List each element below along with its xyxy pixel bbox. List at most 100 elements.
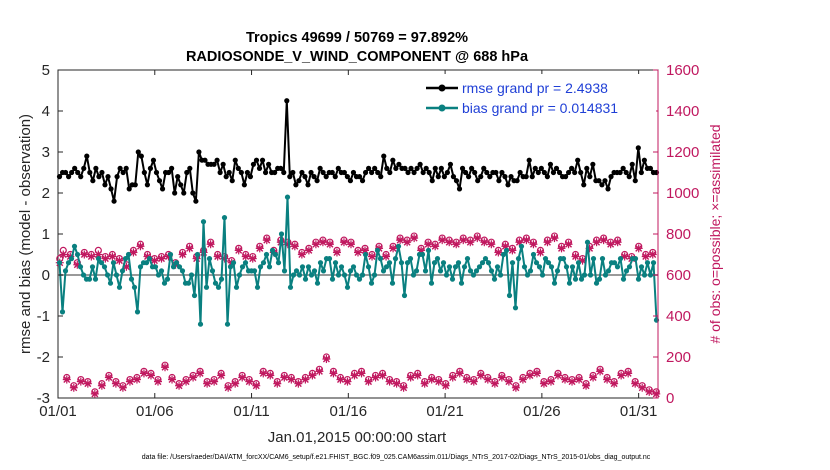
bias-point	[125, 251, 132, 258]
legend: rmse grand pr = 2.4938 bias grand pr = 0…	[420, 74, 656, 120]
bias-point	[227, 264, 234, 270]
bias-point	[260, 260, 267, 266]
rmse-point	[311, 174, 317, 180]
obs-assimilated-marker	[420, 379, 429, 388]
series-layer	[55, 98, 661, 398]
obs-assimilated-marker	[648, 250, 657, 259]
obs-assimilated-marker	[617, 371, 626, 380]
rmse-point	[417, 161, 423, 167]
obs-assimilated-marker	[329, 369, 338, 378]
bias-point	[626, 264, 633, 270]
rmse-point	[350, 169, 357, 176]
obs-assimilated-marker	[490, 379, 499, 388]
rmse-point	[256, 165, 263, 171]
bias-point	[194, 251, 201, 258]
obs-assimilated-marker	[80, 250, 89, 259]
legend-rmse-marker	[438, 84, 446, 92]
bias-point	[212, 280, 219, 286]
rmse-point	[341, 169, 347, 176]
rmse-point	[475, 178, 481, 184]
rmse-point	[244, 169, 250, 176]
rmse-point	[590, 161, 596, 167]
rmse-point	[147, 165, 154, 171]
legend-box	[420, 74, 656, 120]
bias-point	[413, 268, 420, 274]
bias-point	[161, 280, 168, 286]
bias-point	[392, 256, 399, 262]
obs-assimilated-marker	[189, 373, 198, 382]
obs-assimilated-marker	[554, 371, 562, 380]
data-file-footer: data file: /Users/raeder/DAI/ATM_forcXX/…	[142, 454, 651, 461]
rmse-point	[344, 174, 350, 180]
bias-point	[584, 239, 591, 245]
bias-point	[176, 264, 183, 270]
bias-point	[137, 264, 144, 270]
bias-point	[551, 280, 558, 286]
bias-point	[509, 260, 516, 266]
rmse-point	[556, 169, 563, 176]
rmse-point	[514, 178, 520, 184]
bias-point	[341, 272, 348, 278]
bias-point	[575, 260, 582, 266]
bias-point	[326, 256, 333, 262]
bias-point	[425, 247, 432, 253]
bias-point	[614, 264, 621, 270]
rmse-point	[320, 169, 326, 176]
rmse-point	[150, 157, 157, 163]
rmse-point	[184, 169, 190, 176]
obs-assimilated-marker	[410, 234, 419, 243]
obs-assimilated-marker	[396, 236, 405, 245]
obs-assimilated-marker	[403, 238, 412, 247]
rmse-point	[541, 169, 547, 176]
obs-assimilated-marker	[487, 240, 496, 249]
obs-assimilated-marker	[339, 238, 348, 247]
bias-point	[272, 251, 279, 258]
obs-assimilated-marker	[234, 246, 243, 255]
bias-point	[548, 264, 555, 270]
rmse-point	[190, 190, 196, 196]
bias-point	[329, 276, 336, 282]
rmse-point	[175, 174, 181, 180]
bias-point	[428, 280, 435, 286]
obs-assimilated-marker	[550, 234, 559, 243]
bias-point	[215, 284, 222, 290]
rmse-point	[250, 161, 257, 167]
bias-point	[497, 272, 504, 278]
obs-assimilated-marker	[543, 238, 552, 247]
rmse-point	[132, 182, 138, 188]
bias-point	[590, 256, 597, 262]
bias-point	[269, 247, 276, 253]
obs-assimilated-marker	[392, 379, 401, 388]
bias-point	[506, 292, 513, 299]
bias-point	[482, 256, 489, 262]
obs-assimilated-marker	[564, 240, 573, 249]
rmse-point	[405, 169, 411, 176]
obs-assimilated-marker	[111, 379, 120, 388]
chart-title-line1: Tropics 49699 / 50769 = 97.892%	[246, 30, 468, 46]
obs-assimilated-marker	[294, 379, 303, 388]
obs-assimilated-marker	[287, 375, 296, 384]
rmse-point	[629, 161, 635, 167]
obs-assimilated-marker	[136, 242, 145, 251]
rmse-point	[247, 174, 254, 180]
rmse-point	[329, 169, 335, 176]
bias-point	[518, 243, 525, 249]
rmse-point	[581, 182, 587, 188]
bias-point	[380, 268, 387, 274]
bias-point	[560, 256, 567, 262]
obs-assimilated-marker	[518, 375, 527, 384]
legend-rmse-label: rmse grand pr = 2.4938	[462, 80, 608, 96]
obs-assimilated-marker	[603, 375, 612, 384]
bias-point	[287, 284, 294, 290]
rmse-point	[484, 169, 490, 176]
obs-assimilated-marker	[462, 375, 471, 384]
rmse-point	[266, 161, 272, 167]
bias-point	[278, 231, 285, 237]
rmse-point	[387, 169, 393, 176]
bias-point	[434, 256, 441, 262]
bias-point	[332, 260, 339, 266]
bias-point	[158, 268, 165, 274]
obs-assimilated-marker	[539, 379, 548, 388]
obs-assimilated-marker	[427, 375, 436, 384]
obs-assimilated-marker	[357, 369, 366, 378]
